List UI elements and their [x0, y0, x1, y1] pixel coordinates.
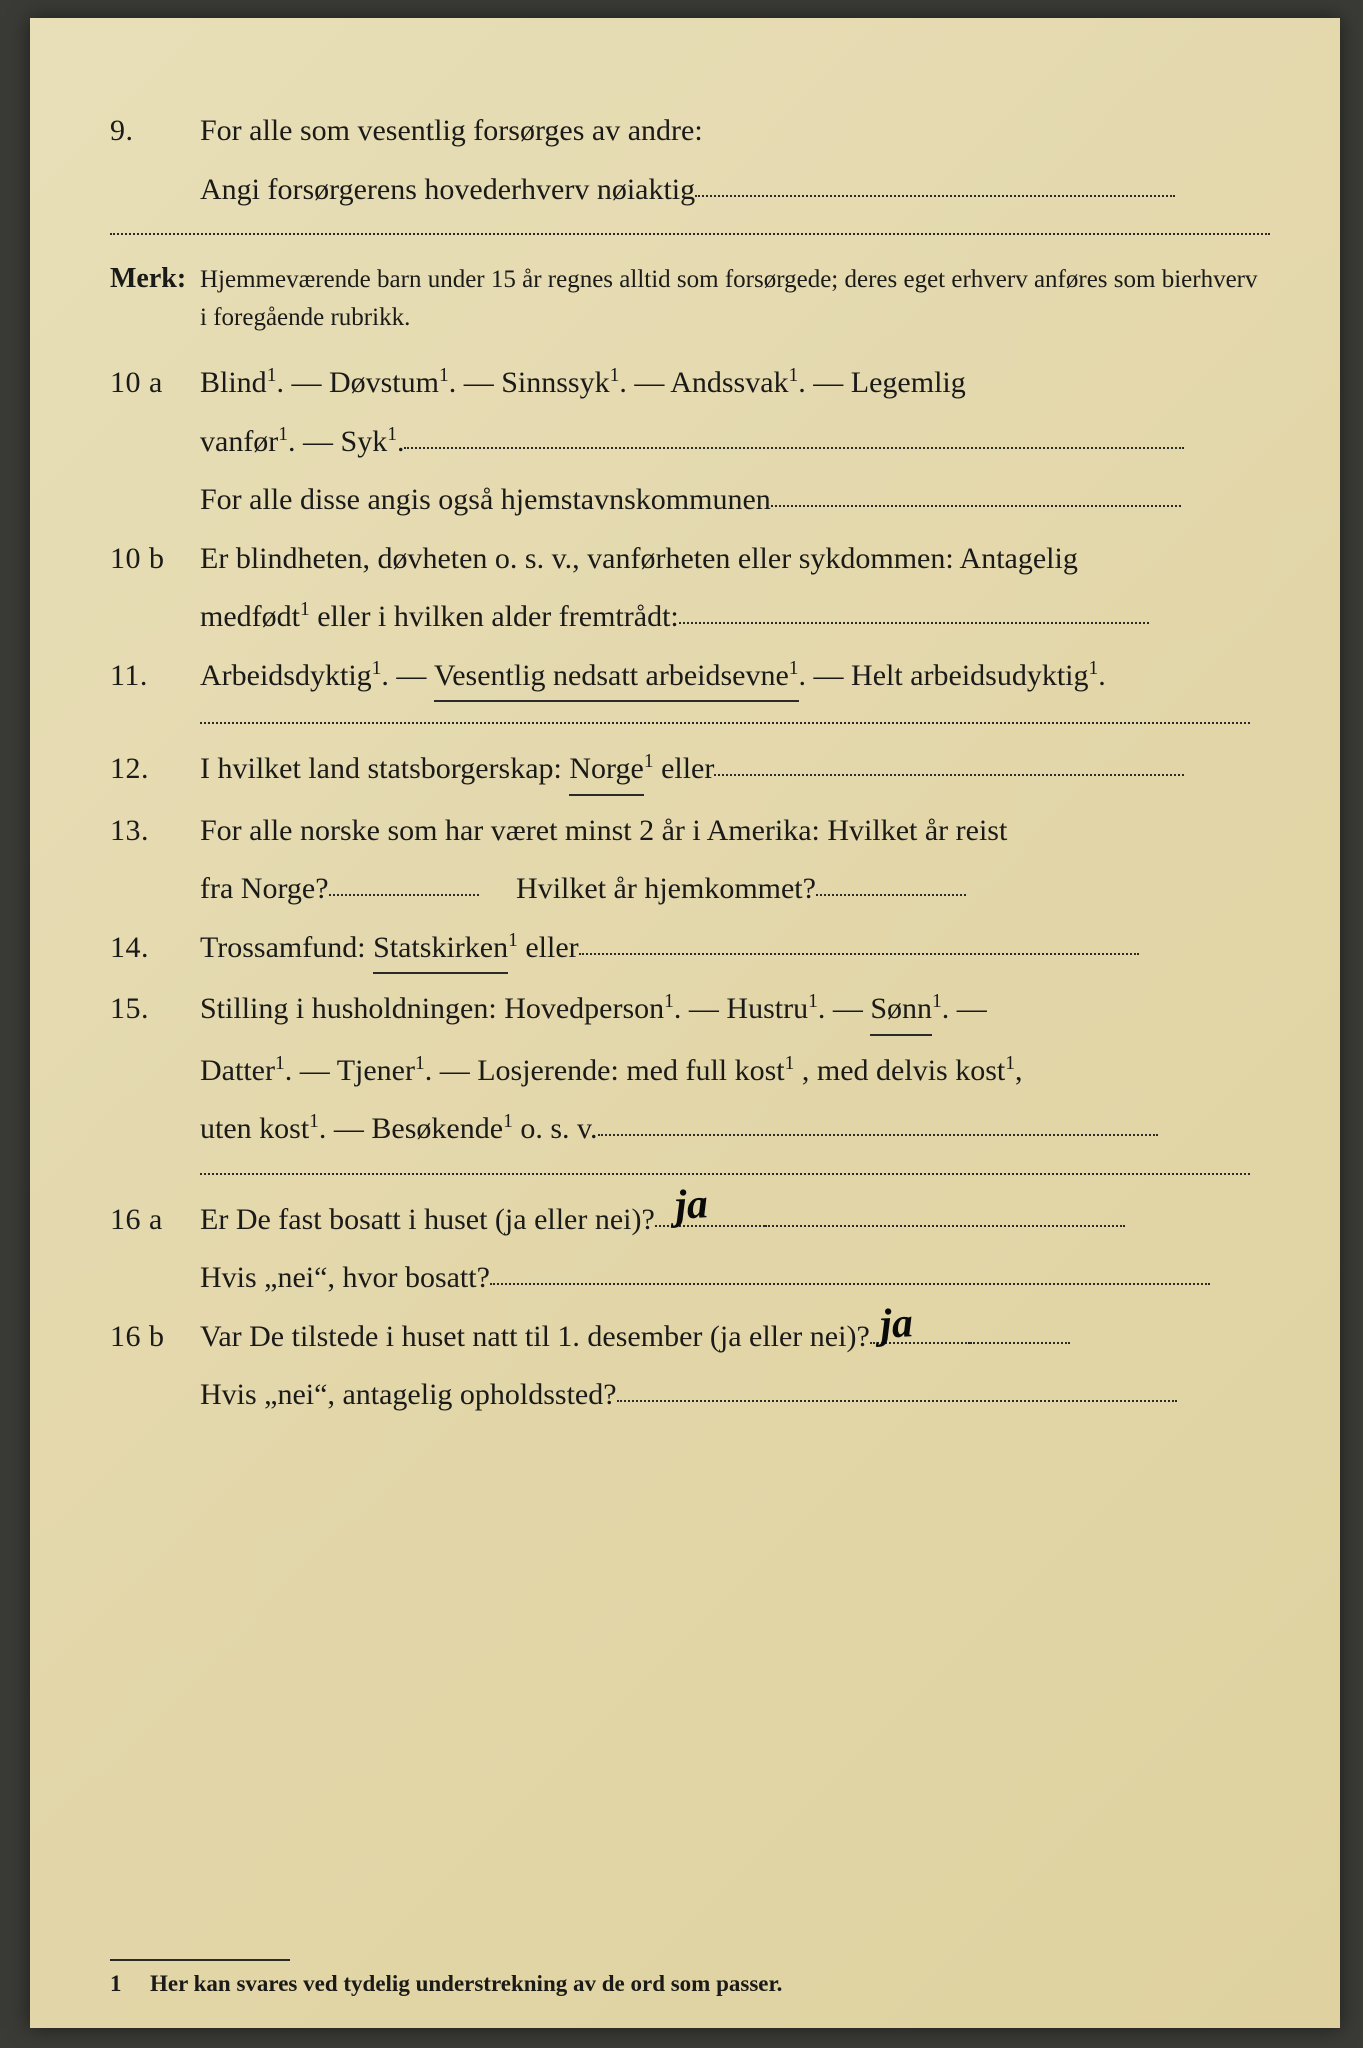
option: Arbeidsdyktig — [200, 659, 372, 692]
option: Andssvak — [670, 366, 788, 399]
fill-line — [579, 925, 1139, 955]
question-text: eller — [525, 931, 578, 964]
footnote-text: Her kan svares ved tydelig understreknin… — [150, 1971, 782, 1997]
question-text: I hvilket land statsborgerskap: — [200, 752, 569, 785]
merk-note: Merk: Hjemmeværende barn under 15 år reg… — [110, 257, 1270, 336]
question-16b-line2: Hvis „nei“, antagelig opholdssted? — [110, 1372, 1270, 1419]
fill-line — [771, 477, 1181, 507]
question-16a-line2: Hvis „nei“, hvor bosatt? — [110, 1255, 1270, 1302]
fill-line: ja — [870, 1314, 970, 1344]
question-number: 12. — [110, 746, 200, 793]
fill-line — [714, 746, 1184, 776]
question-text: Hvis „nei“, hvor bosatt? — [200, 1261, 490, 1294]
question-10a-line3: For alle disse angis også hjemstavnskomm… — [110, 477, 1270, 524]
fill-line — [598, 1106, 1158, 1136]
option: Helt arbeidsudyktig — [851, 659, 1088, 692]
option: Datter — [200, 1054, 275, 1087]
separator — [200, 1173, 1250, 1175]
question-16b: 16 b Var De tilstede i huset natt til 1.… — [110, 1314, 1270, 1361]
question-text: Angi forsørgerens hovederhverv nøiaktig — [200, 173, 695, 206]
option: Legemlig — [851, 366, 966, 399]
question-text: eller — [661, 752, 714, 785]
question-text: eller i hvilken alder fremtrådt: — [310, 600, 679, 633]
merk-text: Hjemmeværende barn under 15 år regnes al… — [200, 261, 1270, 336]
footnote-number: 1 — [110, 1971, 150, 1997]
fill-line — [970, 1314, 1070, 1344]
question-15-line3: uten kost1. — Besøkende1 o. s. v. — [110, 1106, 1270, 1153]
question-number: 10 b — [110, 536, 200, 583]
option-selected: Norge — [569, 746, 643, 796]
question-number: 16 a — [110, 1197, 200, 1244]
question-number: 14. — [110, 925, 200, 972]
question-10b-line2: medfødt1 eller i hvilken alder fremtrådt… — [110, 594, 1270, 641]
question-9-line2: Angi forsørgerens hovederhverv nøiaktig — [110, 167, 1270, 214]
question-12: 12. I hvilket land statsborgerskap: Norg… — [110, 746, 1270, 796]
footnote: 1 Her kan svares ved tydelig understrekn… — [110, 1971, 1270, 1997]
fill-line — [617, 1372, 1177, 1402]
option: , med delvis kost — [802, 1054, 1005, 1087]
question-number: 16 b — [110, 1314, 200, 1361]
question-text: For alle som vesentlig forsørges av andr… — [200, 108, 1270, 155]
option: medfødt — [200, 600, 300, 633]
question-number: 10 a — [110, 360, 200, 407]
question-text: Er De fast bosatt i huset (ja eller nei)… — [200, 1203, 655, 1236]
question-text: For alle norske som har været minst 2 år… — [200, 808, 1270, 855]
question-number: 9. — [110, 108, 200, 155]
question-number: 15. — [110, 986, 200, 1033]
question-text: o. s. v. — [520, 1112, 597, 1145]
question-13-line2: fra Norge? Hvilket år hjemkommet? — [110, 866, 1270, 913]
question-10b: 10 b Er blindheten, døvheten o. s. v., v… — [110, 536, 1270, 583]
question-text: Hvilket år hjemkommet? — [516, 872, 816, 905]
fill-line — [679, 594, 1149, 624]
option-selected: Vesentlig nedsatt arbeidsevne1 — [434, 653, 799, 703]
question-text: Hvis „nei“, antagelig opholdssted? — [200, 1378, 617, 1411]
question-text: fra Norge? — [200, 872, 329, 905]
option: Blind — [200, 366, 267, 399]
question-9: 9. For alle som vesentlig forsørges av a… — [110, 108, 1270, 155]
question-number: 13. — [110, 808, 200, 855]
option-selected: Sønn — [870, 986, 932, 1036]
question-10a-line2: vanfør1. — Syk1. — [110, 419, 1270, 466]
fill-line — [765, 1197, 1125, 1227]
option: vanfør — [200, 425, 278, 458]
footnote-rule — [110, 1959, 290, 1961]
separator — [110, 233, 1270, 235]
question-10a: 10 a Blind1. — Døvstum1. — Sinnssyk1. — … — [110, 360, 1270, 407]
question-13: 13. For alle norske som har været minst … — [110, 808, 1270, 855]
merk-label: Merk: — [110, 257, 200, 300]
question-text: Var De tilstede i huset natt til 1. dese… — [200, 1320, 870, 1353]
option: Losjerende: med full kost — [477, 1054, 784, 1087]
fill-line — [329, 866, 479, 896]
question-11: 11. Arbeidsdyktig1. — Vesentlig nedsatt … — [110, 653, 1270, 703]
option: Besøkende — [371, 1112, 503, 1145]
question-text: For alle disse angis også hjemstavnskomm… — [200, 483, 771, 516]
question-number: 11. — [110, 653, 200, 700]
fill-line — [695, 167, 1175, 197]
question-text: Stilling i husholdningen: Hovedperson — [200, 992, 664, 1025]
question-text: Er blindheten, døvheten o. s. v., vanfør… — [200, 536, 1270, 583]
fill-line: ja — [655, 1197, 765, 1227]
fill-line — [816, 866, 966, 896]
option: Hustru — [726, 992, 808, 1025]
question-15: 15. Stilling i husholdningen: Hovedperso… — [110, 986, 1270, 1036]
option: Tjener — [337, 1054, 415, 1087]
option: Sinnssyk — [501, 366, 609, 399]
question-16a: 16 a Er De fast bosatt i huset (ja eller… — [110, 1197, 1270, 1244]
option: Syk — [341, 425, 388, 458]
question-text: Trossamfund: — [200, 931, 373, 964]
option: uten kost — [200, 1112, 309, 1145]
separator — [200, 722, 1250, 724]
question-15-line2: Datter1. — Tjener1. — Losjerende: med fu… — [110, 1048, 1270, 1095]
document-page: 9. For alle som vesentlig forsørges av a… — [30, 18, 1340, 2028]
fill-line — [404, 419, 1184, 449]
handwritten-answer: ja — [878, 1291, 914, 1358]
handwritten-answer: ja — [673, 1172, 709, 1239]
option-selected: Statskirken — [373, 925, 508, 975]
fill-line — [490, 1255, 1210, 1285]
option: Døvstum — [329, 366, 439, 399]
question-14: 14. Trossamfund: Statskirken1 eller — [110, 925, 1270, 975]
